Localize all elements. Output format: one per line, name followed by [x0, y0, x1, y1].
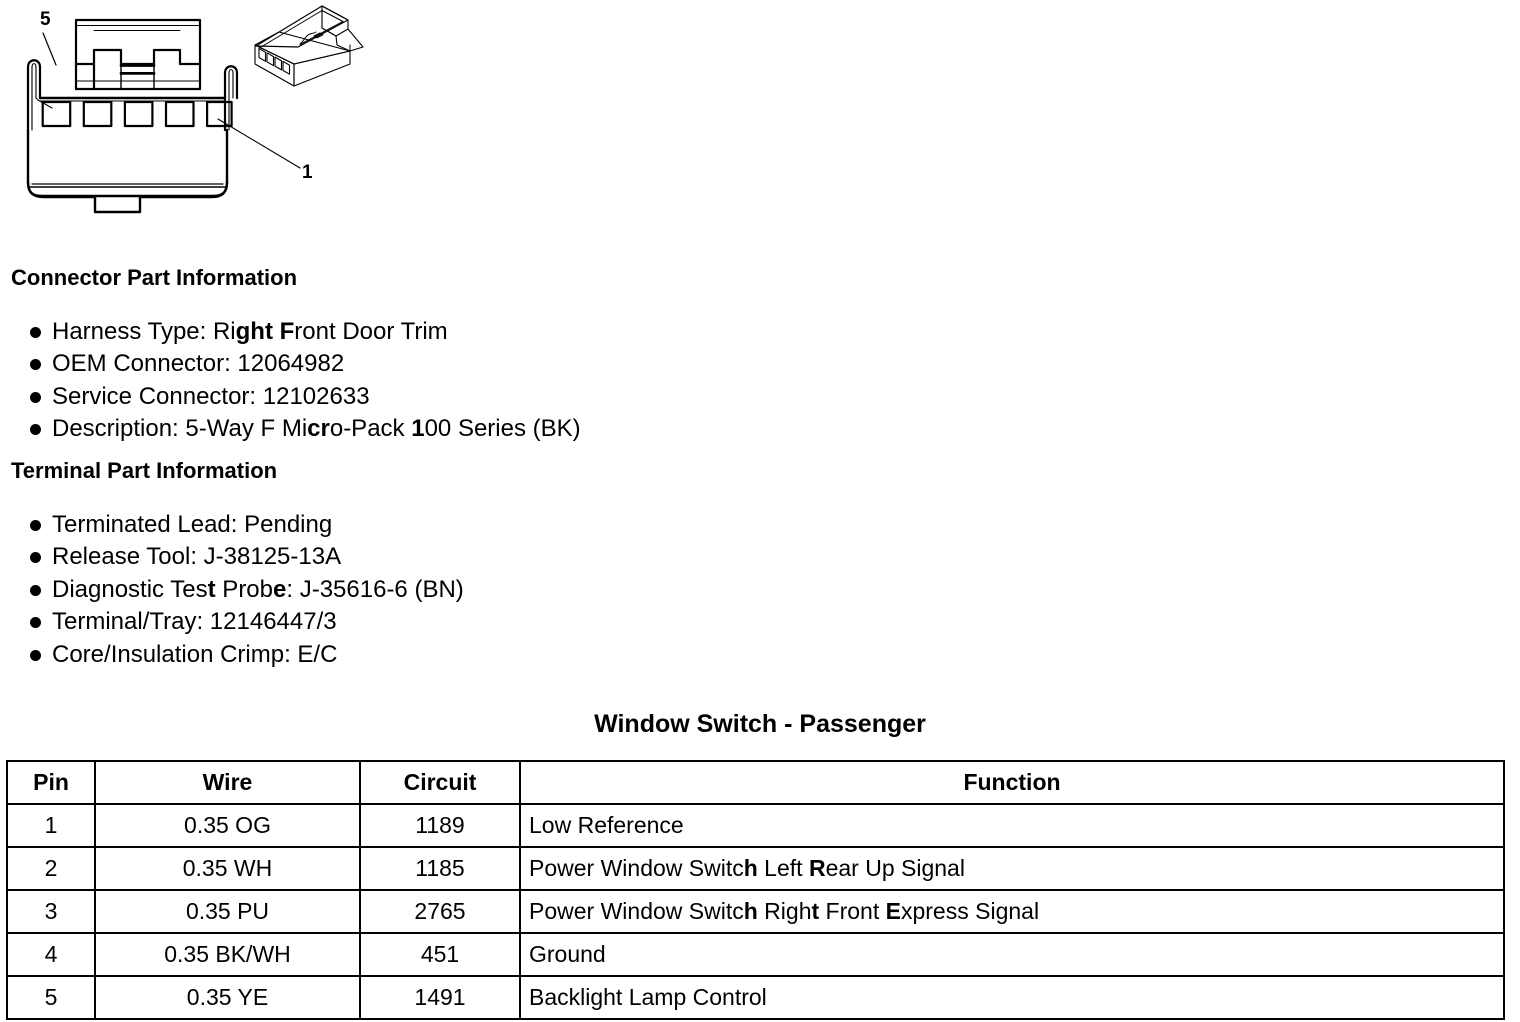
svg-text:1: 1 — [302, 162, 313, 183]
svg-text:5: 5 — [40, 9, 51, 30]
